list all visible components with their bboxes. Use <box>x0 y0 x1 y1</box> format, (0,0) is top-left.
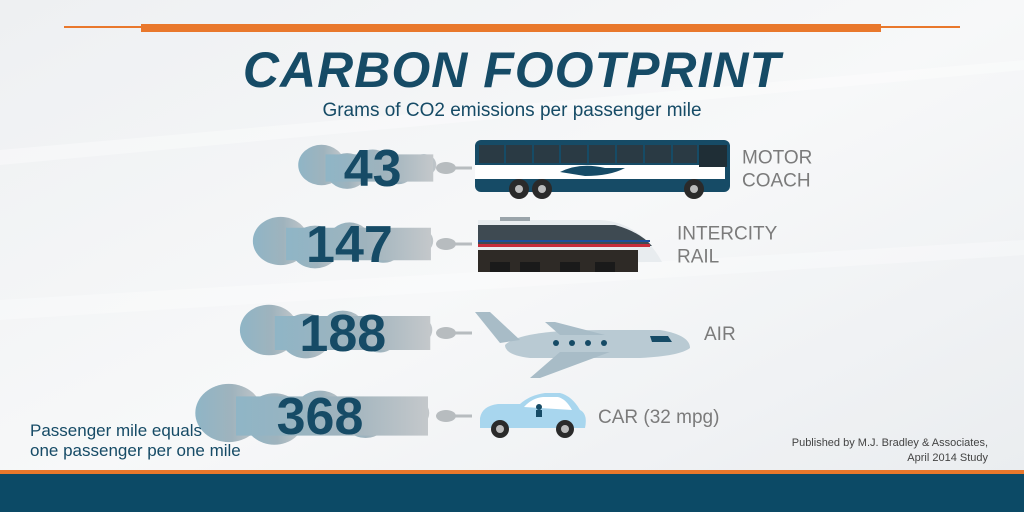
source-line: April 2014 Study <box>907 452 988 464</box>
chart-subtitle: Grams of CO2 emissions per passenger mil… <box>322 100 702 121</box>
value-label: 368 <box>277 388 364 446</box>
bus-icon <box>475 140 730 199</box>
source-line: Published by M.J. Bradley & Associates, <box>791 437 988 449</box>
emission-cloud <box>239 304 472 359</box>
bottom-orange-line <box>0 470 1024 474</box>
emission-cloud <box>298 144 472 189</box>
passenger-mile-note: Passenger mile equals one passenger per … <box>30 421 241 461</box>
page-title: CARBON FOOTPRINT <box>242 42 782 98</box>
car-icon <box>480 393 586 438</box>
category-label: CAR (32 mpg) <box>598 407 719 428</box>
emission-cloud <box>195 383 472 445</box>
note-line: Passenger mile equals <box>30 421 202 440</box>
train-icon <box>478 217 662 272</box>
source-citation: Published by M.J. Bradley & Associates, … <box>792 436 988 466</box>
category-label: MOTOR <box>742 148 812 169</box>
value-label: 188 <box>299 305 386 363</box>
top-orange-bar <box>141 24 881 32</box>
category-label: COACH <box>742 171 811 192</box>
note-line: one passenger per one mile <box>30 441 241 460</box>
emission-cloud <box>252 216 472 269</box>
category-label: RAIL <box>677 247 719 268</box>
category-label: AIR <box>704 324 736 345</box>
airplane-icon <box>475 312 690 378</box>
category-label: INTERCITY <box>677 224 778 245</box>
value-label: 147 <box>306 216 393 274</box>
bottom-navy-bar <box>0 474 1024 512</box>
value-label: 43 <box>344 140 402 198</box>
